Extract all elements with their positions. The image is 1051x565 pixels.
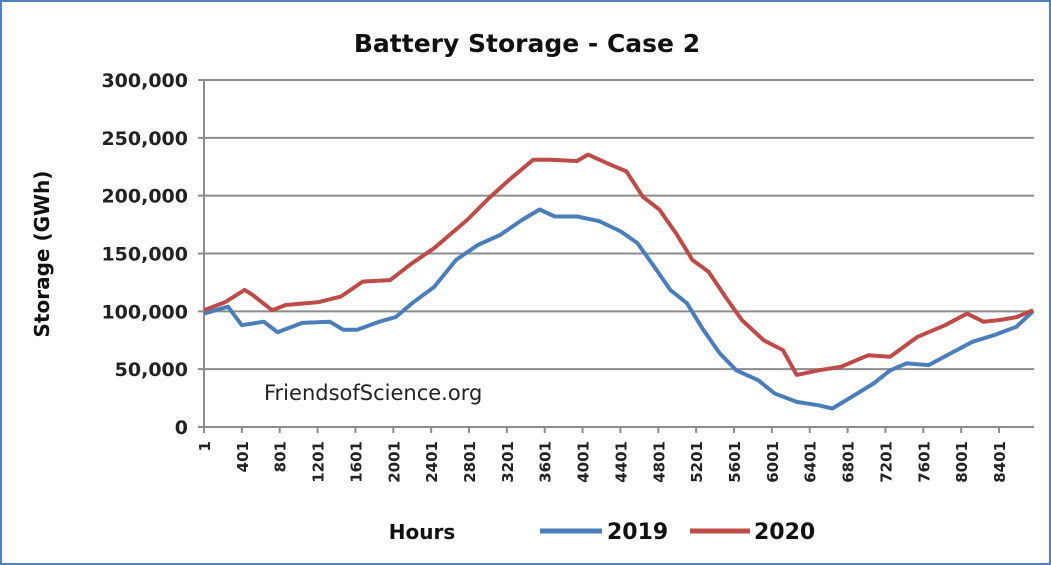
x-tick-label: 7201 (877, 441, 895, 483)
y-axis-label: Storage (GWh) (30, 171, 54, 338)
x-tick-labels: 1 401 801 1201 1601 2001 2401 2801 3201 3601 4001 4… (196, 441, 1009, 483)
x-tick-label: 1601 (347, 441, 365, 483)
x-tick-label: 8401 (991, 441, 1009, 483)
gridlines (198, 79, 1034, 428)
x-tick-label: 401 (234, 441, 252, 472)
series-line-2020 (203, 152, 1034, 377)
x-tick-label: 2001 (385, 441, 403, 483)
legend: 2019 2020 (540, 520, 815, 545)
x-tick-label: 3601 (537, 441, 555, 483)
x-axis-label: Hours (389, 520, 455, 544)
x-tick-label: 1201 (310, 441, 328, 483)
legend-label-2019: 2019 (607, 520, 668, 545)
x-tick-label: 6801 (840, 441, 858, 483)
x-tick-label: 4401 (612, 441, 630, 483)
x-tick-label: 801 (272, 441, 290, 472)
x-tick-label: 2401 (423, 441, 441, 483)
x-tick-label: 2801 (461, 441, 479, 483)
x-tick-label: 7601 (915, 441, 933, 483)
y-tick-label: 0 (175, 417, 188, 439)
x-tick-label: 8001 (953, 441, 971, 483)
y-tick-label: 250,000 (101, 128, 188, 150)
y-tick-label: 100,000 (101, 301, 188, 323)
chart-title: Battery Storage - Case 2 (354, 29, 700, 58)
x-tick-label: 6001 (764, 441, 782, 483)
series-lines (203, 152, 1035, 411)
watermark-annotation: FriendsofScience.org (264, 381, 482, 405)
y-tick-label: 150,000 (101, 244, 188, 266)
y-tick-labels: 0 50,000 100,000 150,000 200,000 250,000 300,0… (101, 70, 188, 439)
y-tick-label: 50,000 (115, 359, 188, 381)
x-tick-label: 4801 (650, 441, 668, 483)
y-tick-label: 200,000 (101, 186, 188, 208)
x-tick-label: 6401 (802, 441, 820, 483)
x-tick-label: 5601 (726, 441, 744, 483)
axes (203, 80, 1001, 433)
series-line-2019 (203, 207, 1035, 411)
x-tick-label: 5201 (688, 441, 706, 483)
y-tick-label: 300,000 (101, 70, 188, 92)
legend-label-2020: 2020 (754, 520, 815, 545)
x-tick-label: 3201 (499, 441, 517, 483)
x-tick-label: 1 (196, 441, 214, 451)
x-tick-label: 4001 (575, 441, 593, 483)
